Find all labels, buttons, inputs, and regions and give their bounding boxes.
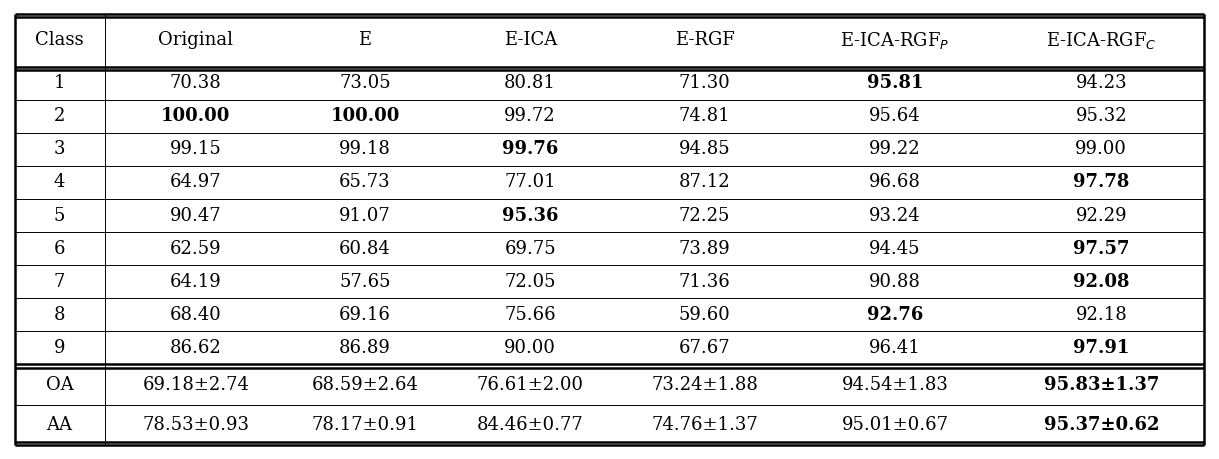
Text: 57.65: 57.65 (339, 273, 391, 291)
Text: 59.60: 59.60 (679, 306, 730, 324)
Text: 65.73: 65.73 (339, 174, 391, 191)
Text: 84.46±0.77: 84.46±0.77 (477, 416, 584, 434)
Text: 99.72: 99.72 (505, 107, 556, 125)
Text: 92.76: 92.76 (867, 306, 923, 324)
Text: E-ICA-RGF$_C$: E-ICA-RGF$_C$ (1046, 30, 1157, 50)
Text: 92.29: 92.29 (1075, 207, 1128, 224)
Text: 91.07: 91.07 (339, 207, 391, 224)
Text: 90.47: 90.47 (169, 207, 222, 224)
Text: 73.05: 73.05 (339, 74, 391, 92)
Text: 95.37±0.62: 95.37±0.62 (1043, 416, 1159, 434)
Text: 64.19: 64.19 (169, 273, 222, 291)
Text: 1: 1 (54, 74, 66, 92)
Text: 99.15: 99.15 (169, 140, 222, 158)
Text: 95.01±0.67: 95.01±0.67 (841, 416, 948, 434)
Text: 96.68: 96.68 (869, 174, 922, 191)
Text: 99.18: 99.18 (339, 140, 391, 158)
Text: 100.00: 100.00 (161, 107, 230, 125)
Text: 75.66: 75.66 (505, 306, 556, 324)
Text: 95.32: 95.32 (1075, 107, 1128, 125)
Text: 71.30: 71.30 (679, 74, 730, 92)
Text: 95.36: 95.36 (502, 207, 558, 224)
Text: 69.16: 69.16 (339, 306, 391, 324)
Text: 95.81: 95.81 (867, 74, 923, 92)
Text: 73.89: 73.89 (679, 240, 730, 257)
Text: 97.57: 97.57 (1073, 240, 1130, 257)
Text: 96.41: 96.41 (869, 339, 920, 357)
Text: 4: 4 (54, 174, 66, 191)
Text: 97.78: 97.78 (1073, 174, 1130, 191)
Text: 7: 7 (54, 273, 66, 291)
Text: 68.59±2.64: 68.59±2.64 (312, 375, 418, 394)
Text: 74.81: 74.81 (679, 107, 730, 125)
Text: 90.00: 90.00 (505, 339, 556, 357)
Text: 99.76: 99.76 (502, 140, 558, 158)
Text: 97.91: 97.91 (1073, 339, 1130, 357)
Text: 95.64: 95.64 (869, 107, 920, 125)
Text: 69.75: 69.75 (505, 240, 556, 257)
Text: 73.24±1.88: 73.24±1.88 (651, 375, 758, 394)
Text: 93.24: 93.24 (869, 207, 920, 224)
Text: 86.89: 86.89 (339, 339, 391, 357)
Text: 5: 5 (54, 207, 66, 224)
Text: 72.25: 72.25 (679, 207, 730, 224)
Text: Original: Original (158, 31, 233, 49)
Text: 69.18±2.74: 69.18±2.74 (143, 375, 249, 394)
Text: 3: 3 (54, 140, 66, 158)
Text: 99.22: 99.22 (869, 140, 920, 158)
Text: 94.45: 94.45 (869, 240, 920, 257)
Text: 92.08: 92.08 (1073, 273, 1130, 291)
Text: OA: OA (45, 375, 73, 394)
Text: 94.85: 94.85 (679, 140, 730, 158)
Text: E-RGF: E-RGF (675, 31, 735, 49)
Text: 78.53±0.93: 78.53±0.93 (143, 416, 249, 434)
Text: 6: 6 (54, 240, 66, 257)
Text: 70.38: 70.38 (169, 74, 222, 92)
Text: 94.54±1.83: 94.54±1.83 (841, 375, 948, 394)
Text: AA: AA (46, 416, 73, 434)
Text: 72.05: 72.05 (505, 273, 556, 291)
Text: 64.97: 64.97 (169, 174, 222, 191)
Text: 2: 2 (54, 107, 66, 125)
Text: 95.83±1.37: 95.83±1.37 (1043, 375, 1159, 394)
Text: 87.12: 87.12 (679, 174, 730, 191)
Text: 100.00: 100.00 (330, 107, 400, 125)
Text: 60.84: 60.84 (339, 240, 391, 257)
Text: Class: Class (35, 31, 84, 49)
Text: 62.59: 62.59 (169, 240, 222, 257)
Text: 74.76±1.37: 74.76±1.37 (651, 416, 758, 434)
Text: 94.23: 94.23 (1075, 74, 1128, 92)
Text: 78.17±0.91: 78.17±0.91 (311, 416, 418, 434)
Text: 90.88: 90.88 (869, 273, 922, 291)
Text: E-ICA-RGF$_P$: E-ICA-RGF$_P$ (840, 30, 950, 50)
Text: 76.61±2.00: 76.61±2.00 (477, 375, 584, 394)
Text: E: E (358, 31, 372, 49)
Text: 77.01: 77.01 (505, 174, 556, 191)
Text: 67.67: 67.67 (679, 339, 730, 357)
Text: 86.62: 86.62 (169, 339, 222, 357)
Text: 9: 9 (54, 339, 66, 357)
Text: 99.00: 99.00 (1075, 140, 1128, 158)
Text: 80.81: 80.81 (505, 74, 556, 92)
Text: 8: 8 (54, 306, 66, 324)
Text: E-ICA: E-ICA (503, 31, 557, 49)
Text: 71.36: 71.36 (679, 273, 730, 291)
Text: 68.40: 68.40 (169, 306, 222, 324)
Text: 92.18: 92.18 (1075, 306, 1128, 324)
